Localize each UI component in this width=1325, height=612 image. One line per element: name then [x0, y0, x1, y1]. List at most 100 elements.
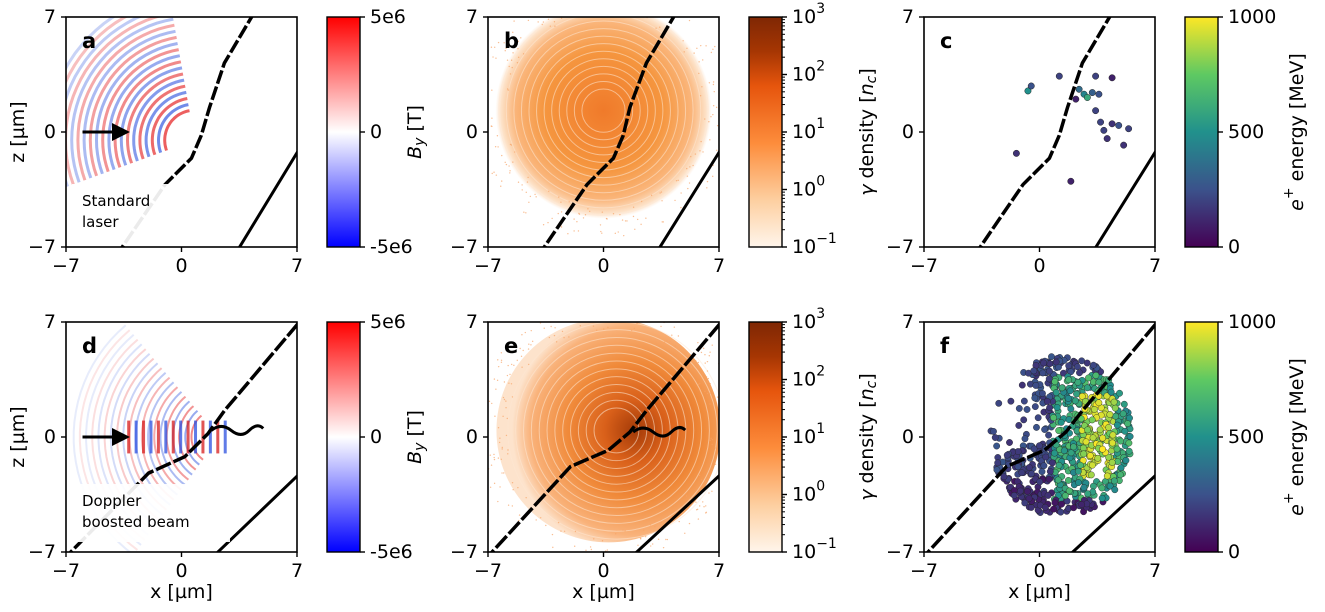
positron-point	[1067, 405, 1075, 413]
colorbar-gradient	[748, 321, 783, 553]
gamma-speck	[516, 359, 518, 362]
gamma-speck	[541, 23, 543, 26]
gamma-speck	[505, 400, 507, 402]
gamma-speck	[576, 220, 578, 223]
gamma-speck	[506, 88, 509, 90]
gamma-speck	[553, 21, 556, 23]
positron-point	[995, 399, 1003, 407]
gamma-speck	[504, 50, 506, 52]
gamma-speck	[519, 347, 521, 350]
gamma-speck	[650, 308, 651, 309]
gamma-speck	[633, 5, 634, 6]
gamma-speck	[578, 212, 580, 215]
gamma-speck	[506, 417, 508, 420]
gamma-speck	[643, 529, 645, 531]
x-tick-label: 0	[175, 560, 187, 582]
gamma-speck	[693, 52, 695, 54]
positron-point	[1098, 484, 1106, 492]
gamma-speck	[617, 231, 619, 233]
gamma-speck	[720, 120, 721, 121]
gamma-speck	[690, 366, 693, 368]
gamma-speck	[588, 308, 589, 309]
gamma-speck	[662, 546, 665, 549]
positron-point	[1054, 476, 1062, 484]
gamma-speck	[507, 453, 509, 455]
gamma-speck	[653, 6, 654, 7]
gamma-speck	[724, 92, 725, 93]
gamma-speck	[727, 403, 728, 404]
gamma-speck	[483, 430, 484, 431]
gamma-speck	[684, 532, 686, 534]
gamma-speck	[640, 223, 642, 226]
colorbar-tick-label: 5e6	[370, 311, 406, 333]
gamma-speck	[497, 359, 499, 361]
positron-point	[1067, 449, 1075, 457]
positron-point	[993, 442, 1001, 450]
gamma-speck	[512, 52, 514, 54]
positron-point	[1092, 371, 1100, 379]
gamma-speck	[699, 95, 702, 97]
gamma-speck	[690, 155, 692, 158]
gamma-ring	[528, 35, 679, 186]
gamma-speck	[585, 549, 587, 551]
gamma-speck	[506, 59, 509, 61]
colorbar-tick-label: 10−1	[792, 231, 837, 258]
gamma-speck	[525, 191, 527, 194]
positron-point	[1021, 499, 1029, 507]
annotation-line-2: laser	[82, 213, 119, 231]
gamma-speck	[485, 111, 486, 112]
gamma-speck	[661, 200, 663, 202]
field-wavefront	[101, 48, 180, 173]
gamma-speck	[589, 546, 592, 548]
gamma-speck	[501, 180, 503, 182]
gamma-speck	[517, 486, 519, 489]
gamma-speck	[688, 182, 691, 184]
gamma-speck	[698, 474, 701, 477]
gamma-speck	[602, 303, 603, 304]
positron-point	[1077, 461, 1084, 469]
field-wavefront	[150, 97, 188, 156]
gamma-speck	[535, 196, 537, 198]
gamma-speck	[507, 504, 510, 506]
gamma-speck	[709, 392, 711, 395]
colorbar-gradient	[1184, 16, 1219, 248]
gamma-speck	[479, 423, 480, 424]
gamma-speck	[698, 61, 700, 63]
colorbar-e: 103 102 101 100 10−1 γ density [nc]	[748, 306, 880, 563]
gamma-speck	[622, 529, 624, 531]
colorbar-tick-label: 100	[792, 174, 825, 201]
gamma-speck	[518, 519, 520, 522]
colorbar-gradient	[326, 16, 361, 248]
gamma-ring	[536, 43, 671, 179]
positron-point	[1097, 118, 1105, 126]
gamma-speck	[686, 47, 688, 50]
positron-point	[1046, 468, 1054, 475]
positron-point	[1115, 121, 1123, 129]
gamma-speck	[650, 194, 653, 197]
gamma-speck	[521, 189, 523, 191]
positron-point	[1083, 94, 1091, 101]
gamma-speck	[522, 53, 525, 55]
gamma-speck	[666, 340, 668, 342]
positron-point	[990, 427, 997, 435]
gamma-speck	[599, 224, 602, 226]
gamma-speck	[494, 415, 496, 417]
positron-point	[1117, 464, 1125, 472]
gamma-speck	[510, 363, 513, 366]
gamma-speck	[590, 2, 591, 3]
x-tick-label: 7	[1149, 255, 1161, 277]
gamma-speck	[712, 175, 714, 178]
positron-point	[1078, 357, 1086, 365]
gamma-speck	[568, 336, 570, 338]
annotation-box	[72, 184, 178, 244]
gamma-speck	[545, 524, 547, 527]
gamma-density-disk	[495, 17, 712, 219]
gamma-speck	[729, 477, 730, 478]
gamma-speck	[573, 230, 575, 232]
gamma-speck	[721, 87, 722, 88]
positron-point	[1040, 462, 1048, 470]
gamma-speck	[716, 396, 719, 398]
gamma-speck	[732, 401, 733, 402]
gamma-speck	[671, 334, 673, 336]
colorbar-tick-label: 5e6	[370, 6, 406, 28]
